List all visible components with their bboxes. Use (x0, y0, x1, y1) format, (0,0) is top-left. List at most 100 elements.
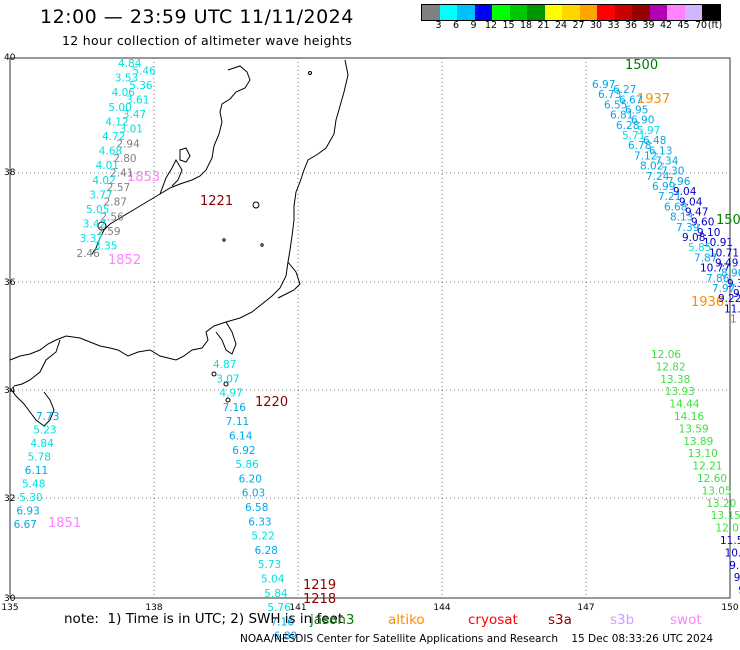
wave-height-value: 6.28 (616, 120, 639, 132)
legend-label: 36 (624, 20, 638, 31)
legend-swatch (632, 5, 650, 20)
wave-height-value: 2.41 (110, 168, 133, 180)
wave-height-value: 6.28 (255, 545, 278, 557)
wave-height-value: 7.86 (706, 273, 730, 285)
wave-height-value: 6.81 (610, 110, 633, 122)
wave-height-value: 6.99 (652, 181, 675, 193)
graticule (10, 58, 730, 598)
track-1852-values: 4.845.463.535.364.063.615.003.474.123.01… (76, 58, 156, 260)
legend-swatch (597, 5, 615, 20)
wave-height-value: 4.06 (112, 87, 136, 99)
legend-label: 27 (572, 20, 585, 31)
satellite-s3a: s3a (548, 612, 572, 628)
wave-height-value: 5.23 (33, 425, 56, 437)
note-text: note: 1) Time is in UTC; 2) SWH is in fe… (64, 611, 344, 627)
wave-height-value: 6.55 (604, 99, 627, 111)
legend-label: 12 (484, 20, 498, 31)
wave-height-value: 6.90 (631, 115, 654, 127)
wave-height-value: 10.91 (703, 237, 733, 249)
track-1937-label: 1937 (637, 92, 670, 107)
wave-height-value: 10.77 (700, 263, 730, 275)
wave-height-value: 7.12 (634, 150, 657, 162)
wave-height-value: 6.27 (613, 84, 636, 96)
map-subtitle: 12 hour collection of altimeter wave hei… (62, 33, 353, 48)
coastline-honshu (91, 65, 251, 255)
wave-height-value: 4.02 (92, 175, 115, 187)
satellite-swot: swot (670, 612, 702, 628)
wave-height-value: 6.33 (248, 516, 271, 528)
legend-swatch (439, 5, 457, 20)
track-1220-values: 4.87 3.07 4.97 7.16 7.11 6.14 6.92 5.86 6.20 6.03… (213, 359, 297, 643)
lat-label: 34 (4, 386, 16, 396)
coastline-east (9, 59, 349, 361)
legend-label: 30 (589, 20, 603, 31)
wave-height-value: 2.87 (104, 197, 127, 209)
coastline-izu (215, 321, 237, 355)
lat-label: 32 (4, 494, 15, 504)
legend-label: 70 (694, 20, 708, 31)
legend-label: (ft) (707, 20, 723, 31)
track-1852-label: 1852 (108, 253, 141, 268)
wave-height-value: 9. (729, 560, 739, 572)
wave-height-value: 5.71 (622, 130, 645, 142)
legend-label: 42 (659, 20, 673, 31)
wave-height-value: 3.07 (216, 373, 239, 385)
wave-height-value: 7.21 (658, 191, 681, 203)
wave-height-value: 8.13 (670, 212, 693, 224)
wave-height-value: 4.01 (96, 160, 119, 172)
wave-height-value: 5.05 (86, 204, 109, 216)
legend-swatch (667, 5, 685, 20)
wave-height-value: 7.24 (646, 171, 670, 183)
track-1851-values: 7.73 5.234.84 5.786.11 5.485.30 6.936.67 (14, 411, 60, 531)
wave-height-value: 12.06 (651, 349, 681, 361)
legend-swatch (527, 5, 545, 20)
wave-height-value: 4.84 (30, 438, 54, 450)
wave-height-value: 8.90 (721, 268, 740, 280)
wave-height-value: 5.73 (258, 559, 281, 571)
wave-height-value: 13.20 (706, 498, 736, 510)
wave-height-value: 3.35 (94, 241, 117, 253)
wave-height-value: 5.78 (28, 452, 51, 464)
wave-height-value: 6.58 (245, 502, 268, 514)
map-frame (9, 57, 731, 599)
legend-label: 18 (519, 20, 533, 31)
wave-height-value: 14.16 (674, 411, 704, 423)
wave-height-value: 13.59 (679, 423, 709, 435)
wave-height-value: 4.87 (213, 359, 236, 371)
legend-swatch (422, 5, 440, 20)
wave-height-value: 6.89 (274, 631, 297, 643)
wave-height-value: 7.34 (655, 156, 679, 168)
legend-swatch (562, 5, 580, 20)
track-1218-label: 1218 (303, 592, 336, 607)
wave-height-value: 6.13 (649, 145, 672, 157)
wave-height-value: 4.12 (105, 116, 128, 128)
legend-swatch (649, 5, 667, 20)
legend-swatch (474, 5, 492, 20)
wave-height-value: 5.85 (688, 242, 711, 254)
wave-height-value: 6.97 (592, 79, 615, 91)
wave-height-value: 7.30 (661, 166, 684, 178)
wave-height-value: 13.05 (702, 485, 732, 497)
track-1500-label: 1500 (625, 58, 658, 73)
track-1500-values: 6.976.276.736.676.556.956.816.906.285.97… (592, 79, 740, 326)
wave-height-value: 9. (738, 585, 740, 597)
wave-height-value: 3.77 (89, 189, 112, 201)
wave-height-value: 5.86 (235, 459, 259, 471)
latitude-labels: 40 38 36 34 32 30 (4, 53, 16, 604)
track-green-values: 12.0612.8213.3813.9314.4414.1613.5913.89… (651, 349, 740, 597)
wave-height-value: 9.04 (673, 186, 697, 198)
wave-height-value: 12.60 (697, 473, 727, 485)
wave-height-value: 7.87 (694, 252, 717, 264)
track-1851-label: 1851 (48, 516, 81, 531)
wave-height-value: 5.76 (267, 602, 291, 614)
wave-height-value: 9.37 (727, 278, 740, 290)
wave-height-value: 2.56 (100, 211, 124, 223)
coastline-noto (159, 158, 183, 195)
wave-height-value: 13.15 (711, 510, 740, 522)
satellite-jason3: jason3 (310, 612, 355, 628)
wave-height-value: 6.73 (598, 89, 621, 101)
wave-height-value: 3.47 (123, 109, 146, 121)
track-1219-label: 1219 (303, 578, 336, 593)
wave-height-value: 5.00 (108, 102, 131, 114)
